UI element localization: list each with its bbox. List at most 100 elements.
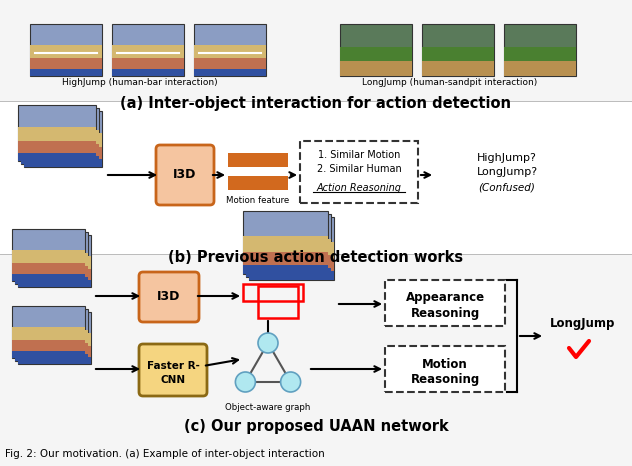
Text: Object-aware graph: Object-aware graph <box>226 403 311 412</box>
Bar <box>194 24 266 76</box>
Text: 1. Similar Motion: 1. Similar Motion <box>318 150 400 160</box>
Bar <box>112 24 184 76</box>
Bar <box>24 159 102 167</box>
Bar <box>504 24 576 76</box>
Bar <box>0 101 632 254</box>
Circle shape <box>235 372 255 392</box>
Bar <box>15 354 88 361</box>
Bar <box>504 48 576 76</box>
Bar <box>18 256 91 287</box>
Bar <box>246 214 331 277</box>
Text: Motion feature: Motion feature <box>226 196 289 205</box>
Bar <box>18 312 91 364</box>
Bar <box>0 0 632 101</box>
Bar <box>12 229 85 281</box>
Text: HighJump (human-bar interaction): HighJump (human-bar interaction) <box>62 78 218 87</box>
Bar <box>504 62 576 76</box>
Bar <box>12 340 85 358</box>
Bar <box>249 258 334 280</box>
Bar <box>15 253 88 284</box>
Bar <box>258 286 298 318</box>
Circle shape <box>258 333 278 353</box>
Bar <box>18 153 96 161</box>
Bar <box>12 306 85 358</box>
Circle shape <box>281 372 301 392</box>
Bar <box>24 147 102 167</box>
Bar <box>12 274 85 281</box>
Text: LongJump (human-sandpit interaction): LongJump (human-sandpit interaction) <box>362 78 538 87</box>
Bar <box>243 265 328 274</box>
Bar <box>246 255 331 277</box>
Bar <box>24 111 102 167</box>
Text: Reasoning: Reasoning <box>410 307 480 320</box>
Bar <box>0 254 632 466</box>
Bar <box>18 127 96 161</box>
Bar <box>12 250 85 281</box>
Bar <box>340 48 412 76</box>
Bar <box>18 105 96 161</box>
Bar <box>422 24 494 76</box>
Bar <box>18 269 91 287</box>
Text: I3D: I3D <box>173 169 197 181</box>
Bar <box>340 62 412 76</box>
Bar <box>243 236 328 274</box>
Bar <box>249 271 334 280</box>
Bar <box>243 284 303 301</box>
Bar <box>15 232 88 284</box>
Bar <box>243 211 328 274</box>
Text: Fig. 2: Our motivation. (a) Example of inter-object interaction: Fig. 2: Our motivation. (a) Example of i… <box>5 449 325 459</box>
Bar <box>112 45 184 76</box>
Text: CNN: CNN <box>161 375 186 385</box>
Bar <box>112 69 184 76</box>
Text: (b) Previous action detection works: (b) Previous action detection works <box>169 250 463 265</box>
Bar <box>228 176 288 190</box>
FancyBboxPatch shape <box>156 145 214 205</box>
Bar <box>243 252 328 274</box>
Bar <box>422 48 494 76</box>
Bar <box>21 144 99 164</box>
Text: Appearance: Appearance <box>406 292 485 304</box>
Text: I3D: I3D <box>157 290 181 303</box>
FancyBboxPatch shape <box>300 141 418 203</box>
Bar <box>15 277 88 284</box>
FancyBboxPatch shape <box>139 344 207 396</box>
Bar <box>30 24 102 76</box>
Bar <box>194 45 266 76</box>
Bar <box>15 343 88 361</box>
Text: Action Reasoning: Action Reasoning <box>317 183 401 193</box>
FancyBboxPatch shape <box>385 346 505 392</box>
Bar <box>422 62 494 76</box>
Bar <box>246 239 331 277</box>
Bar <box>228 153 288 167</box>
Bar <box>194 58 266 76</box>
Bar <box>12 351 85 358</box>
Text: Reasoning: Reasoning <box>410 372 480 385</box>
Bar <box>21 130 99 164</box>
Bar <box>15 330 88 361</box>
Bar <box>21 108 99 164</box>
Bar <box>15 266 88 284</box>
Bar <box>18 346 91 364</box>
Text: Motion: Motion <box>422 357 468 370</box>
Bar <box>12 263 85 281</box>
Text: LongJump?: LongJump? <box>477 167 538 177</box>
Bar <box>15 309 88 361</box>
Text: (a) Inter-object interaction for action detection: (a) Inter-object interaction for action … <box>121 96 511 111</box>
FancyBboxPatch shape <box>139 272 199 322</box>
Bar <box>30 69 102 76</box>
Bar <box>12 327 85 358</box>
Bar <box>18 235 91 287</box>
Text: Faster R-: Faster R- <box>147 361 200 371</box>
Bar <box>18 280 91 287</box>
FancyBboxPatch shape <box>385 280 505 326</box>
Bar <box>249 217 334 280</box>
Bar <box>24 133 102 167</box>
Bar <box>18 356 91 364</box>
Text: 2. Similar Human: 2. Similar Human <box>317 164 401 174</box>
Bar <box>340 24 412 76</box>
Text: (Confused): (Confused) <box>478 182 535 192</box>
Bar <box>18 333 91 364</box>
Bar <box>112 58 184 76</box>
Bar <box>249 242 334 280</box>
Text: LongJump: LongJump <box>550 317 616 330</box>
